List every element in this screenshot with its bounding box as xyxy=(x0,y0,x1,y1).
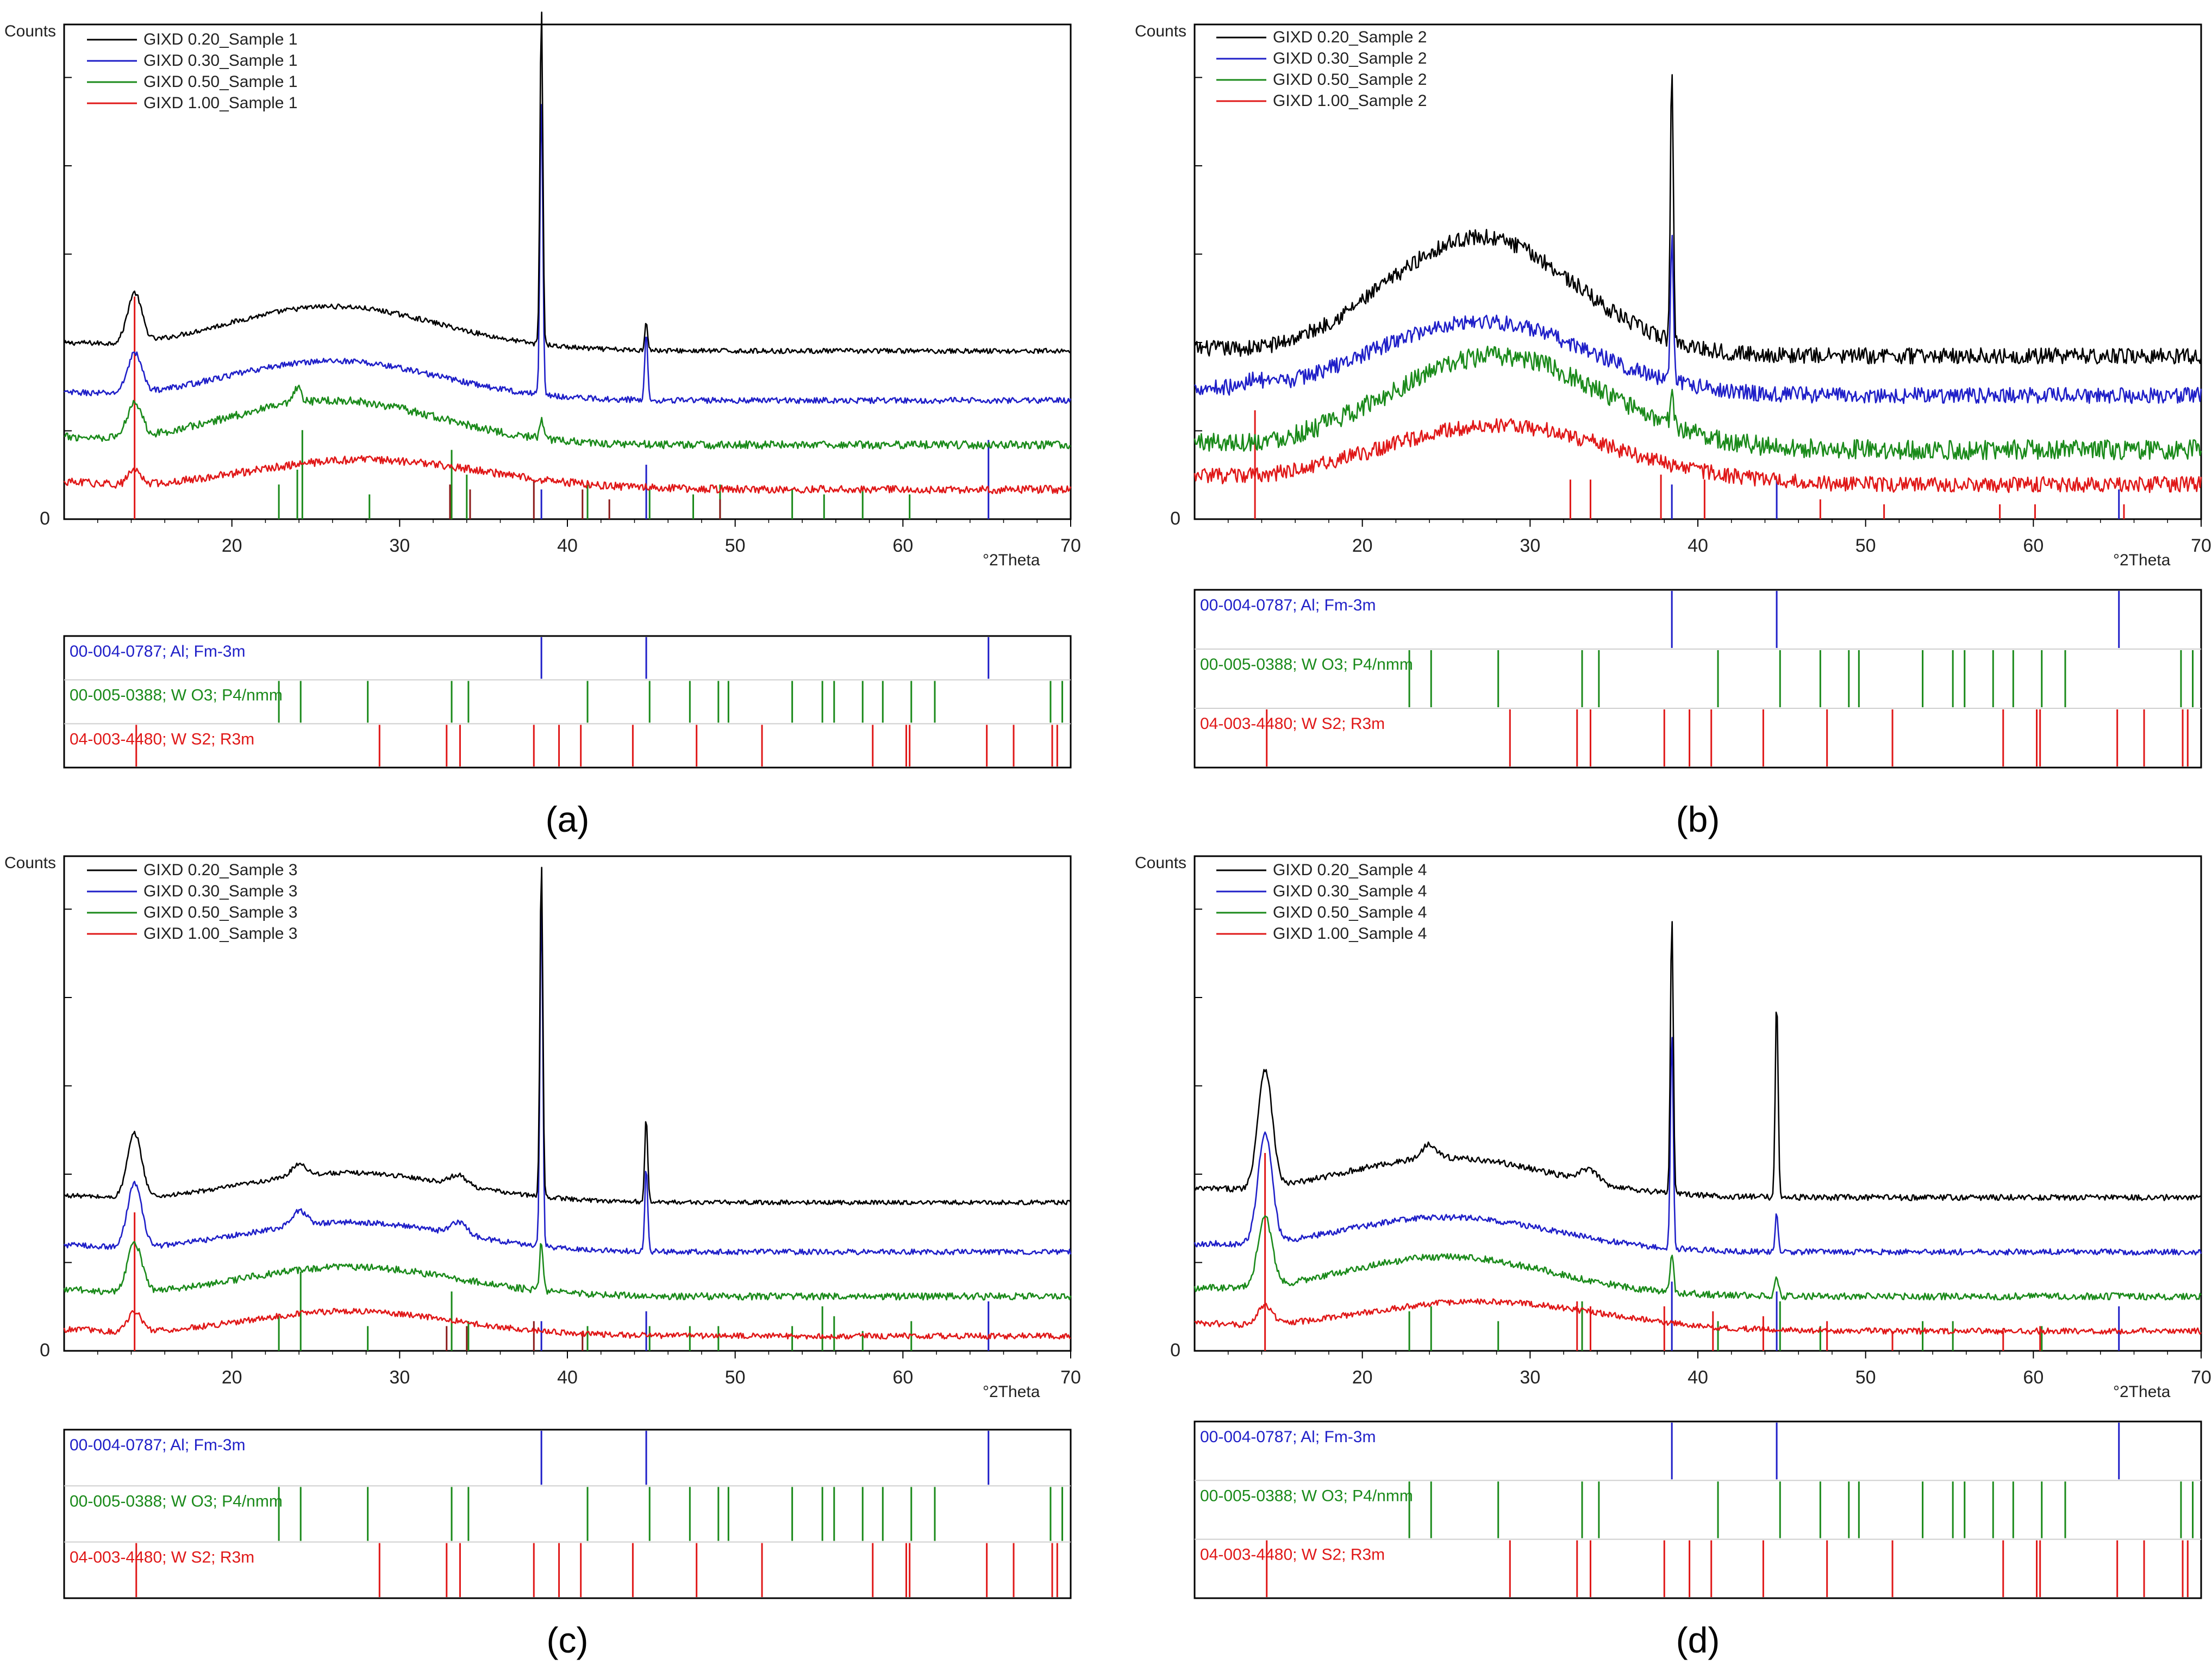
legend-entry: GIXD 0.30_Sample 1 xyxy=(143,52,298,70)
legend-entry: GIXD 0.30_Sample 4 xyxy=(1273,882,1427,900)
series-line-4 xyxy=(1194,1298,2202,1335)
y-tick-label: 0 xyxy=(40,1340,50,1361)
x-tick-label: 40 xyxy=(1688,535,1708,556)
legend-entry: GIXD 0.20_Sample 4 xyxy=(1273,861,1427,879)
series-line-4 xyxy=(63,455,1072,494)
reference-label: 00-005-0388; W O3; P4/nmm xyxy=(1200,656,1413,674)
legend-entry: GIXD 1.00_Sample 1 xyxy=(143,94,298,112)
plot-area-frame xyxy=(63,855,1072,1352)
x-tick-label: 30 xyxy=(389,535,410,556)
legend-entry: GIXD 1.00_Sample 2 xyxy=(1273,92,1427,110)
y-tick-label: 0 xyxy=(1170,1340,1180,1361)
plot-area-frame xyxy=(1194,23,2202,520)
reference-pattern-frame xyxy=(1194,1420,2202,1599)
reference-pattern-frame xyxy=(63,635,1072,769)
series-line-2 xyxy=(1194,234,2202,404)
x-axis-title: °2Theta xyxy=(983,1383,1040,1401)
reference-label: 00-004-0787; Al; Fm-3m xyxy=(1200,1428,1376,1446)
x-tick-label: 60 xyxy=(892,535,913,556)
y-axis-title: Counts xyxy=(4,22,56,40)
y-axis-title: Counts xyxy=(1135,22,1186,40)
reference-label: 04-003-4480; W S2; R3m xyxy=(1200,1546,1385,1564)
reference-label: 00-004-0787; Al; Fm-3m xyxy=(1200,596,1376,614)
x-tick-label: 40 xyxy=(1688,1367,1708,1388)
x-tick-label: 20 xyxy=(1352,535,1373,556)
panel-label: (c) xyxy=(547,1620,589,1660)
legend-entry: GIXD 1.00_Sample 3 xyxy=(143,925,298,943)
legend-entry: GIXD 0.50_Sample 3 xyxy=(143,903,298,921)
x-tick-label: 20 xyxy=(222,1367,242,1388)
panel-a: 0 Counts 20 30 40 50 60 70 °2Theta GIXD 0.20_Samp… xyxy=(4,11,1081,839)
reference-label: 00-004-0787; Al; Fm-3m xyxy=(70,1436,245,1454)
legend-entry: GIXD 0.50_Sample 1 xyxy=(143,73,298,91)
x-axis-title: °2Theta xyxy=(2113,1383,2171,1401)
panel-label: (d) xyxy=(1676,1620,1720,1660)
series-line-1 xyxy=(63,11,1071,354)
reference-label: 04-003-4480; W S2; R3m xyxy=(70,1549,254,1567)
series-line-1 xyxy=(64,866,1072,1206)
x-tick-label: 30 xyxy=(1520,1367,1540,1388)
x-tick-label: 50 xyxy=(725,535,746,556)
x-tick-label: 40 xyxy=(557,1367,578,1388)
legend-entry: GIXD 0.20_Sample 2 xyxy=(1273,28,1427,46)
legend-entry: GIXD 0.20_Sample 3 xyxy=(143,861,298,879)
x-axis-title: °2Theta xyxy=(983,551,1040,569)
reference-label: 04-003-4480; W S2; R3m xyxy=(1200,715,1385,733)
series-line-3 xyxy=(1194,345,2202,460)
reference-pattern-frame xyxy=(63,1429,1072,1599)
reference-label: 04-003-4480; W S2; R3m xyxy=(70,730,254,748)
panel-b: 0 Counts 20 30 40 50 60 70 °2Theta GIXD 0.20_Samp… xyxy=(1135,22,2211,839)
panel-label: (a) xyxy=(546,799,590,839)
panel-label: (b) xyxy=(1676,799,1720,839)
series-line-2 xyxy=(64,104,1072,404)
x-tick-label: 40 xyxy=(557,535,578,556)
reference-label: 00-004-0787; Al; Fm-3m xyxy=(70,643,245,660)
x-tick-label: 20 xyxy=(222,535,242,556)
y-tick-label: 0 xyxy=(40,508,50,529)
x-tick-label: 70 xyxy=(1060,535,1081,556)
legend-entry: GIXD 0.20_Sample 1 xyxy=(143,30,298,48)
x-tick-label: 70 xyxy=(2191,535,2211,556)
x-tick-label: 60 xyxy=(2023,535,2044,556)
panel-c: 0 Counts 20 30 40 50 60 70 °2Theta GIXD 0.20_Samp… xyxy=(4,854,1081,1660)
legend-entry: GIXD 0.50_Sample 4 xyxy=(1273,903,1427,921)
series-line-4 xyxy=(1194,418,2202,494)
x-tick-label: 70 xyxy=(1060,1367,1081,1388)
reference-label: 00-005-0388; W O3; P4/nmm xyxy=(70,687,283,705)
series-line-4 xyxy=(63,1308,1071,1340)
reference-label: 00-005-0388; W O3; P4/nmm xyxy=(1200,1487,1413,1505)
series-line-1 xyxy=(1194,74,2202,365)
x-tick-label: 50 xyxy=(1855,1367,1876,1388)
y-axis-title: Counts xyxy=(4,854,56,872)
x-tick-label: 50 xyxy=(725,1367,746,1388)
series-line-3 xyxy=(1194,1215,2202,1301)
plot-area-frame xyxy=(63,23,1072,520)
reference-label: 00-005-0388; W O3; P4/nmm xyxy=(70,1492,283,1510)
x-tick-label: 60 xyxy=(2023,1367,2044,1388)
x-tick-label: 60 xyxy=(892,1367,913,1388)
legend-entry: GIXD 0.30_Sample 2 xyxy=(1273,49,1427,67)
series-line-2 xyxy=(63,905,1072,1256)
reference-pattern-frame xyxy=(1194,589,2202,769)
x-tick-label: 70 xyxy=(2191,1367,2211,1388)
x-tick-label: 30 xyxy=(389,1367,410,1388)
x-tick-label: 20 xyxy=(1352,1367,1373,1388)
x-axis-title: °2Theta xyxy=(2113,551,2171,569)
series-line-3 xyxy=(64,384,1071,450)
series-line-1 xyxy=(1194,921,2202,1201)
legend-entry: GIXD 0.30_Sample 3 xyxy=(143,882,298,900)
y-tick-label: 0 xyxy=(1170,508,1180,529)
x-tick-label: 30 xyxy=(1520,535,1540,556)
series-line-2 xyxy=(1194,1037,2202,1256)
panel-d: 0 Counts 20 30 40 50 60 70 °2Theta GIXD 0.20_Samp… xyxy=(1135,854,2211,1660)
legend-entry: GIXD 1.00_Sample 4 xyxy=(1273,925,1427,943)
legend-entry: GIXD 0.50_Sample 2 xyxy=(1273,71,1427,89)
x-tick-label: 50 xyxy=(1855,535,1876,556)
series-line-3 xyxy=(63,1241,1072,1301)
y-axis-title: Counts xyxy=(1135,854,1186,872)
